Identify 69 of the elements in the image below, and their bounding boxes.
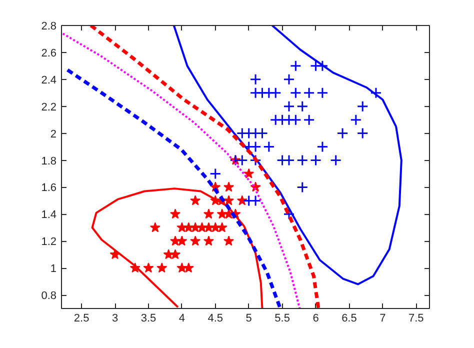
point bbox=[303, 87, 315, 99]
point bbox=[216, 222, 228, 232]
point bbox=[350, 114, 362, 126]
y-tick-label: 2.6 bbox=[41, 47, 57, 60]
x-tick-label: 6 bbox=[312, 312, 319, 324]
y-tick-label: 1.2 bbox=[41, 236, 57, 248]
point bbox=[170, 208, 180, 219]
line-series bbox=[62, 32, 301, 308]
point bbox=[224, 195, 234, 206]
point bbox=[316, 60, 328, 72]
x-tick-label: 4.5 bbox=[208, 312, 224, 324]
x-tick-label: 2.5 bbox=[74, 312, 90, 324]
y-tick-label: 2 bbox=[50, 128, 57, 140]
point bbox=[244, 168, 254, 178]
point bbox=[283, 208, 295, 220]
point bbox=[203, 208, 214, 219]
point bbox=[156, 262, 168, 273]
point bbox=[210, 168, 222, 180]
line-series bbox=[89, 26, 320, 308]
point bbox=[250, 154, 262, 166]
y-tick-label: 1.4 bbox=[41, 209, 57, 222]
point bbox=[176, 236, 188, 246]
x-tick-label: 5 bbox=[246, 312, 252, 324]
point bbox=[203, 236, 214, 246]
point bbox=[143, 262, 154, 273]
point bbox=[290, 114, 302, 126]
point bbox=[283, 100, 295, 112]
line-series bbox=[66, 68, 282, 308]
point bbox=[296, 100, 308, 112]
x-tick-label: 3.5 bbox=[140, 312, 156, 324]
point bbox=[224, 182, 234, 192]
point bbox=[316, 141, 328, 153]
point bbox=[290, 60, 302, 72]
y-tick-label: 2.4 bbox=[41, 74, 57, 86]
point bbox=[236, 195, 248, 206]
x-tick-label: 7.5 bbox=[408, 312, 424, 324]
point bbox=[150, 222, 160, 232]
point bbox=[356, 128, 368, 140]
point bbox=[336, 128, 348, 140]
point bbox=[270, 87, 282, 99]
point bbox=[316, 87, 328, 99]
point bbox=[283, 74, 295, 86]
point bbox=[224, 236, 234, 246]
y-tick-label: 2.8 bbox=[41, 20, 57, 32]
point bbox=[190, 236, 201, 246]
y-tick-label: 1.8 bbox=[41, 155, 57, 168]
x-tick-label: 5.5 bbox=[274, 312, 290, 324]
y-tick-label: 1.6 bbox=[41, 182, 57, 194]
y-tick-label: 1 bbox=[50, 263, 57, 276]
point bbox=[370, 87, 382, 99]
x-tick-label: 3 bbox=[112, 312, 118, 324]
y-tick-label: 2.2 bbox=[41, 101, 57, 114]
point bbox=[330, 154, 342, 166]
line-series bbox=[91, 188, 264, 308]
line-series bbox=[172, 26, 402, 286]
point bbox=[183, 222, 194, 232]
point bbox=[263, 141, 275, 153]
x-tick-label: 7 bbox=[380, 312, 386, 324]
point bbox=[356, 100, 368, 112]
point bbox=[290, 87, 302, 99]
point bbox=[296, 181, 308, 193]
point bbox=[296, 154, 308, 166]
x-tick-label: 6.5 bbox=[342, 312, 357, 324]
point bbox=[250, 74, 262, 86]
x-tick-label: 4 bbox=[178, 312, 186, 324]
point bbox=[310, 154, 322, 166]
y-tick-label: 0.8 bbox=[41, 290, 57, 302]
point bbox=[303, 114, 315, 126]
point bbox=[190, 195, 201, 206]
